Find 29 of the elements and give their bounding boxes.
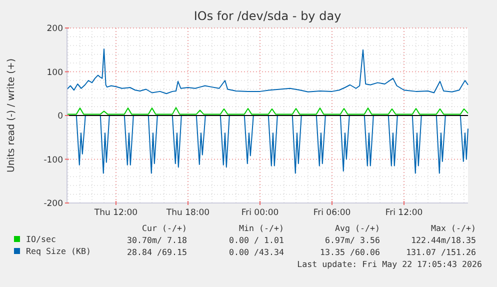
text: 0.00 /43.34	[229, 247, 284, 257]
x-tick-label: Thu 12:00	[93, 208, 138, 218]
text: 6.97m/ 3.56	[325, 235, 380, 245]
text: 0.00 / 1.01	[229, 235, 284, 245]
legend-label: IO/sec	[26, 234, 56, 244]
x-tick-label: Fri 00:00	[241, 208, 279, 218]
text: Avg (-/+)	[335, 223, 380, 233]
y-tick-label: -100	[44, 155, 63, 166]
y-tick-label: 0	[58, 112, 63, 122]
text: 122.44m/18.35	[411, 235, 476, 245]
x-tick-label: Fri 12:00	[385, 208, 423, 218]
chart-title: IOs for /dev/sda - by day	[194, 9, 342, 23]
y-tick-label: -200	[44, 199, 63, 209]
y-tick-label: 100	[46, 68, 63, 78]
x-tick-label: Fri 06:00	[313, 208, 351, 218]
text: 131.07 /151.26	[406, 247, 476, 257]
y-tick-label: 200	[46, 24, 63, 34]
y-axis-title: Units read (-) / write (+)	[6, 58, 17, 173]
text: 28.84 /69.15	[127, 247, 187, 257]
line-series	[66, 48, 468, 94]
text: 13.35 /60.06	[320, 247, 380, 257]
line-series	[66, 107, 468, 115]
text: 30.70m/ 7.18	[127, 235, 187, 245]
x-tick-label: Thu 18:00	[165, 208, 210, 218]
text: Max (-/+)	[431, 223, 476, 233]
text: Last update: Fri May 22 17:05:43 2026	[297, 259, 482, 269]
legend-label: Req Size (KB)	[26, 246, 91, 256]
text: Cur (-/+)	[142, 223, 187, 233]
text: Min (-/+)	[239, 223, 284, 233]
